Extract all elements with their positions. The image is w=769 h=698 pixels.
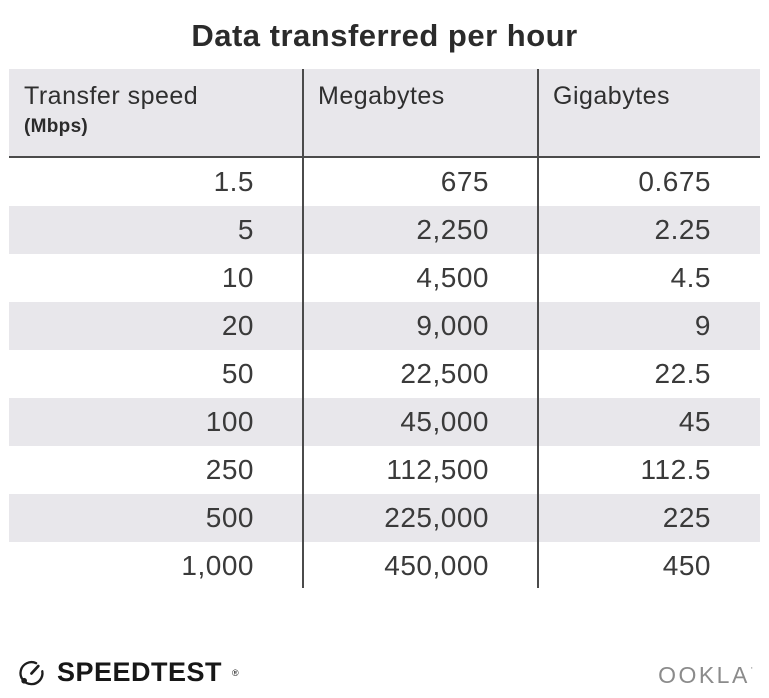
table-cell: 100 xyxy=(205,406,254,437)
header-label: Gigabytes xyxy=(553,82,671,110)
table-cell: 2,250 xyxy=(416,214,489,245)
table-cell: 450 xyxy=(662,550,711,581)
column-divider xyxy=(537,69,539,588)
table-cell: 112,500 xyxy=(386,454,489,485)
table-cell: 45 xyxy=(678,406,711,437)
header-sublabel: (Mbps) xyxy=(24,116,89,137)
ookla-logo: OOKLA· xyxy=(658,662,756,689)
table-header: Transfer speed (Mbps) Megabytes Gigabyte… xyxy=(9,69,760,158)
table-cell: 225,000 xyxy=(384,502,489,533)
speedtest-logo: SPEEDTEST ® xyxy=(16,657,239,688)
table-row: 20 9,000 9 xyxy=(9,302,760,350)
header-label: Transfer speed xyxy=(24,82,199,110)
table-cell: 45,000 xyxy=(400,406,489,437)
table-row: 100 45,000 45 xyxy=(9,398,760,446)
header-cell-gigabytes: Gigabytes xyxy=(538,69,760,156)
speedtest-gauge-icon xyxy=(19,661,44,686)
table-row: 10 4,500 4.5 xyxy=(9,254,760,302)
table-cell: 500 xyxy=(205,502,254,533)
table-cell: 450,000 xyxy=(384,550,489,581)
table-cell: 10 xyxy=(221,262,254,293)
table-body: 1.5 675 0.675 5 2,250 2.25 10 4,500 4.5 20 9,000 9 5… xyxy=(9,158,760,590)
table-cell: 22,500 xyxy=(400,358,489,389)
table-cell: 4,500 xyxy=(416,262,489,293)
table-cell: 2.25 xyxy=(654,214,711,245)
table-cell: 112.5 xyxy=(640,454,711,485)
table-row: 1,000 450,000 450 xyxy=(9,542,760,590)
table-cell: 9,000 xyxy=(416,310,489,341)
ookla-wordmark: OOKLA xyxy=(658,662,750,688)
data-table: Transfer speed (Mbps) Megabytes Gigabyte… xyxy=(9,69,760,590)
table-cell: 22.5 xyxy=(654,358,711,389)
header-label: Megabytes xyxy=(318,82,445,110)
table-cell: 250 xyxy=(205,454,254,485)
header-cell-megabytes: Megabytes xyxy=(303,69,538,156)
column-divider xyxy=(302,69,304,588)
table-cell: 225 xyxy=(662,502,711,533)
table-cell: 9 xyxy=(694,310,711,341)
ookla-trademark-dot: · xyxy=(749,662,756,674)
table-cell: 20 xyxy=(221,310,254,341)
table-cell: 50 xyxy=(221,358,254,389)
table-row: 250 112,500 112.5 xyxy=(9,446,760,494)
table-cell: 675 xyxy=(440,166,489,197)
registered-trademark-symbol: ® xyxy=(232,667,239,678)
speedtest-wordmark: SPEEDTEST xyxy=(57,657,223,687)
header-cell-transfer-speed: Transfer speed (Mbps) xyxy=(9,69,303,156)
table-row: 5 2,250 2.25 xyxy=(9,206,760,254)
table-cell: 0.675 xyxy=(638,166,711,197)
table-cell: 5 xyxy=(237,214,254,245)
table-row: 1.5 675 0.675 xyxy=(9,158,760,206)
table-row: 500 225,000 225 xyxy=(9,494,760,542)
table-row: 50 22,500 22.5 xyxy=(9,350,760,398)
table-cell: 1,000 xyxy=(181,550,254,581)
table-cell: 4.5 xyxy=(670,262,711,293)
table-cell: 1.5 xyxy=(213,166,254,197)
page-title: Data transferred per hour xyxy=(191,18,578,53)
